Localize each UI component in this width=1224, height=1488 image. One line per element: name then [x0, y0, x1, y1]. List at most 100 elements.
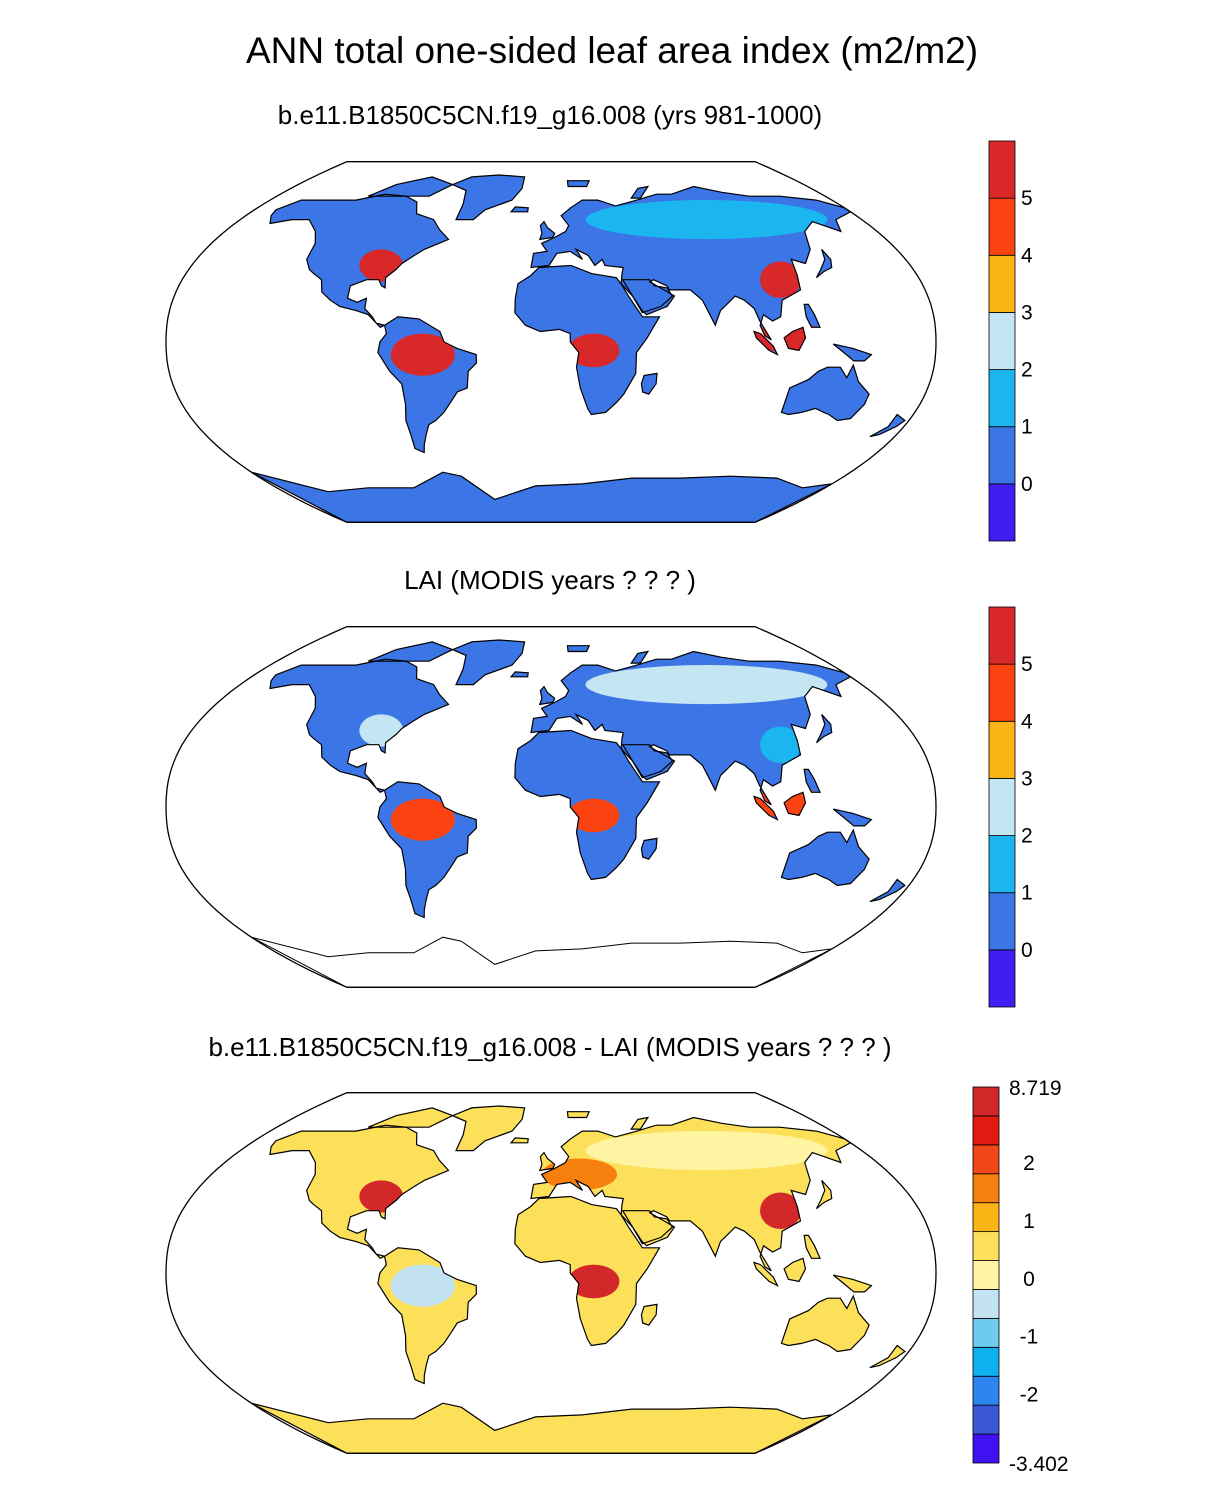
coastline-greenland: [451, 174, 526, 221]
coastline-arcticIslands: [367, 1107, 455, 1128]
coastline-philippines: [803, 1234, 821, 1259]
coastline-southAmerica: [377, 781, 478, 919]
coastline-newGuinea: [832, 808, 873, 827]
coastline-borneo: [783, 1257, 807, 1283]
region-shade-3: [390, 333, 455, 376]
colorbar-bin: [972, 1346, 1000, 1377]
colorbar-tick-label: 3: [1021, 767, 1033, 790]
colorbar-tick-label: 2: [1021, 825, 1033, 848]
coastline-uk: [538, 1151, 556, 1172]
colorbar-min-label: -3.402: [1009, 1453, 1069, 1476]
region-shade-2: [760, 261, 802, 298]
region-shade-0: [585, 1131, 828, 1171]
colorbar-bin: [972, 1404, 1000, 1435]
colorbar-panel-1: 0 1 2 3 4 5: [988, 140, 1033, 542]
coastline-novayaZemlya: [630, 650, 650, 664]
colorbar-bin: [988, 483, 1016, 542]
coastline-japan: [815, 1179, 833, 1210]
coastline-philippines: [803, 303, 821, 328]
coastline-arcticIslands: [367, 641, 455, 662]
coastline-japan: [815, 713, 833, 744]
coastline-greenland: [451, 1105, 526, 1152]
colorbar-bin: [972, 1202, 1000, 1233]
colorbar-panel-3: 8.719 -3.402 -2 -1 0 1 2: [972, 1077, 1069, 1476]
colorbar-tick-label: 1: [1023, 1210, 1035, 1233]
colorbar-tick-label: -1: [1020, 1326, 1039, 1349]
map-panel-2: [165, 626, 937, 988]
coastline-southAmerica: [377, 316, 478, 454]
coastline-northAmerica: [269, 1124, 450, 1260]
coastline-svalbard: [566, 1111, 591, 1119]
coastline-northAmerica: [269, 658, 450, 794]
region-shade-4: [390, 1264, 455, 1307]
coastline-iceland: [509, 206, 529, 213]
coastline-madagascar: [640, 372, 658, 395]
coastline-svalbard: [566, 180, 591, 188]
coastline-japan: [815, 248, 833, 279]
coastline-svalbard: [566, 645, 591, 653]
coastline-uk: [538, 220, 556, 241]
colorbar-bin: [988, 778, 1016, 836]
coastline-australia: [780, 363, 870, 422]
coastline-eurasia: [530, 650, 852, 806]
region-shade-3: [390, 798, 455, 841]
colorbar-bin: [988, 663, 1016, 722]
map-panel-3: [165, 1092, 937, 1454]
colorbar-tick-label: 1: [1021, 416, 1033, 439]
coastline-antarctica: [251, 936, 833, 988]
colorbar-tick-label: 4: [1021, 710, 1033, 733]
coastline-newZealand: [869, 413, 906, 438]
colorbar-tick-label: 0: [1021, 939, 1033, 962]
colorbar-bin: [988, 140, 1016, 199]
coastline-australia: [780, 1294, 870, 1353]
panel-1-title: b.e11.B1850C5CN.f19_g16.008 (yrs 981-100…: [277, 100, 823, 130]
colorbar-tick-label: 5: [1021, 653, 1033, 676]
coastline-arcticIslands: [367, 176, 455, 197]
colorbar-tick-label: 0: [1023, 1268, 1035, 1291]
coastline-antarctica: [251, 471, 833, 523]
coastline-arabiaFix: [621, 279, 674, 314]
coastline-sumatra: [753, 795, 779, 821]
panel-2-title: LAI (MODIS years ? ? ? ): [404, 565, 696, 595]
coastline-newGuinea: [832, 1274, 873, 1293]
coastline-borneo: [783, 326, 807, 352]
colorbar-tick-label: 5: [1021, 187, 1033, 210]
colorbar-max-label: 8.719: [1009, 1077, 1062, 1100]
coastline-eurasia: [530, 185, 852, 341]
colorbar-bin: [988, 426, 1016, 485]
colorbar-bin: [988, 312, 1016, 370]
colorbar-bin: [988, 369, 1016, 428]
coastline-madagascar: [640, 837, 658, 860]
region-shade-0: [585, 665, 828, 705]
coastline-africa: [514, 729, 661, 881]
colorbar-bin: [988, 606, 1016, 665]
colorbar-bin: [972, 1260, 1000, 1290]
region-shade-3: [760, 1192, 802, 1229]
coastline-greenland: [451, 639, 526, 686]
coastline-sumatra: [753, 1261, 779, 1287]
coastline-novayaZemlya: [630, 1116, 650, 1130]
coastline-newZealand: [869, 1344, 906, 1369]
colorbar-bin: [972, 1173, 1000, 1204]
region-shade-4: [568, 333, 620, 368]
region-shade-0: [585, 200, 828, 240]
coastline-arabiaFix: [621, 1210, 674, 1245]
map-panel-1: [165, 161, 937, 523]
colorbar-bin: [988, 892, 1016, 951]
region-shade-4: [568, 798, 620, 833]
region-shade-1: [541, 1158, 618, 1191]
coastline-uk: [538, 685, 556, 706]
colorbar-bin: [988, 949, 1016, 1008]
colorbar-tick-label: 2: [1023, 1152, 1035, 1175]
colorbar-bin: [988, 254, 1016, 313]
map-frame: [165, 161, 937, 523]
colorbar-tick-label: 3: [1021, 301, 1033, 324]
coastline-northAmerica: [269, 193, 450, 329]
coastline-arabiaFix: [621, 744, 674, 779]
colorbar-tick-label: 2: [1021, 359, 1033, 382]
colorbar-bin: [972, 1086, 1000, 1117]
coastline-iceland: [509, 1137, 529, 1144]
colorbar-bin: [972, 1289, 1000, 1319]
colorbar-tick-label: -2: [1020, 1384, 1039, 1407]
coastline-iceland: [509, 671, 529, 678]
